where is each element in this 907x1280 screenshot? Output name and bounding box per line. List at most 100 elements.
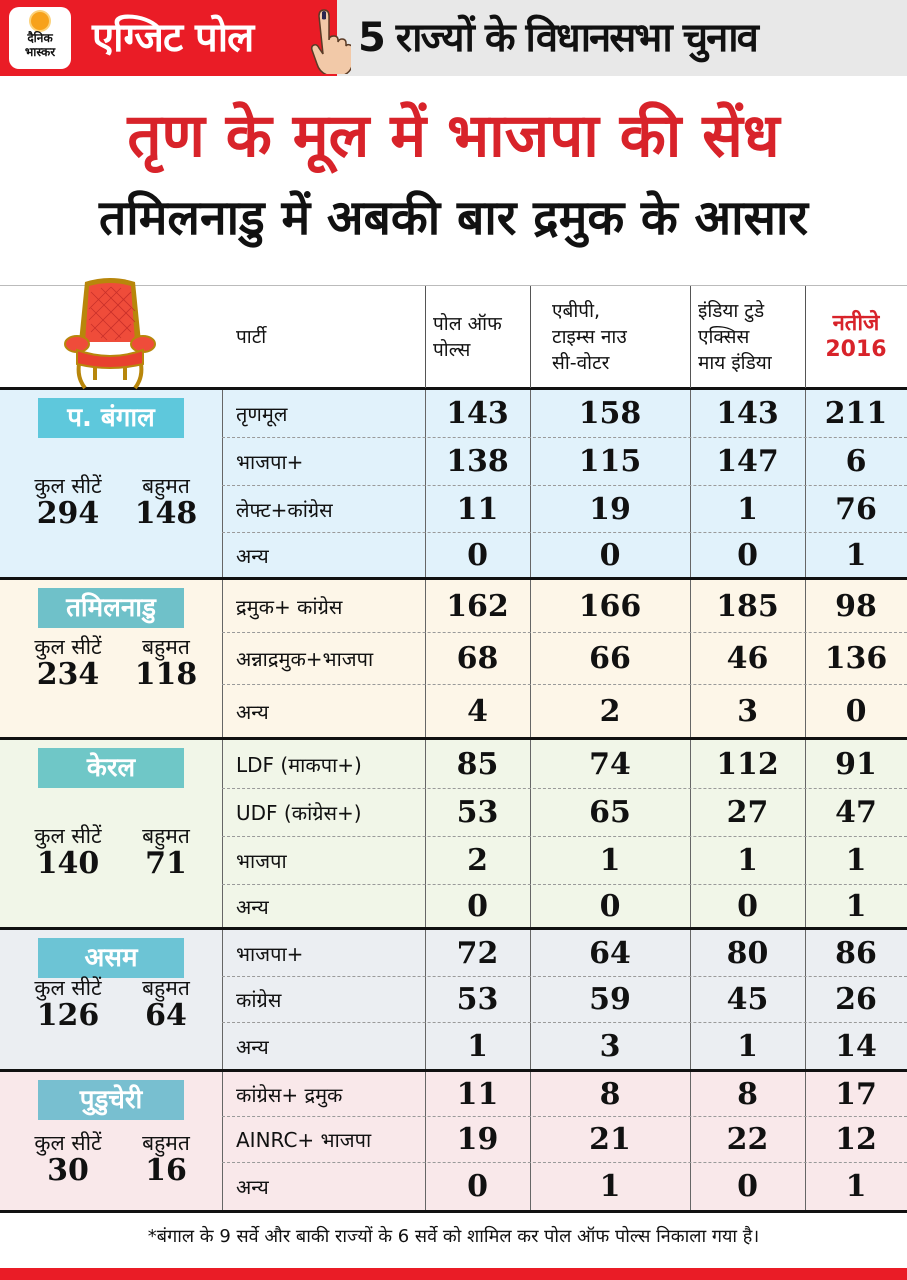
- abp-cvoter-value: 166: [578, 588, 642, 624]
- majority-stat: बहुमत 148: [128, 474, 204, 530]
- column-divider: [222, 1072, 223, 1210]
- majority-stat: बहुमत 64: [128, 976, 204, 1032]
- poll-of-polls-value: 11: [456, 1076, 499, 1112]
- results-2016-value: 91: [835, 746, 877, 782]
- column-divider: [530, 930, 531, 1069]
- majority-label: बहुमत: [142, 824, 190, 848]
- abp-cvoter-value: 1: [599, 1169, 621, 1204]
- column-divider: [222, 740, 223, 927]
- logo-line-2: भास्कर: [24, 45, 56, 59]
- poll-of-polls-value: 0: [467, 1169, 488, 1204]
- poll-of-polls-value: 53: [456, 795, 499, 830]
- party-name: भाजपा: [236, 849, 287, 873]
- majority-stat: बहुमत 118: [128, 635, 204, 691]
- bottom-bar: [0, 1268, 907, 1280]
- party-name: अन्य: [236, 699, 269, 724]
- header-text: इंडिया टुडे: [698, 300, 765, 322]
- poll-of-polls-value: 68: [456, 641, 499, 676]
- poll-of-polls-value: 19: [456, 1122, 499, 1157]
- abp-cvoter-value: 0: [599, 888, 621, 924]
- column-divider: [425, 740, 426, 927]
- abp-cvoter-value: 59: [589, 982, 631, 1017]
- majority-label: बहुमत: [142, 1131, 190, 1155]
- india-today-value: 27: [726, 795, 769, 830]
- abp-cvoter-value: 66: [589, 641, 631, 676]
- table-row: अन्य 0 1 0 1: [222, 1162, 907, 1210]
- india-today-value: 1: [737, 491, 758, 527]
- table-row: अन्य 1 3 1 14: [222, 1022, 907, 1069]
- party-name: द्रमुक+ कांग्रेस: [236, 594, 343, 619]
- total-seats-label: कुल सीटें: [34, 824, 102, 848]
- state-section: तमिलनाडु कुल सीटें 234 बहुमत 118 द्रमुक+ कांग…: [0, 580, 907, 740]
- column-divider: [530, 740, 531, 927]
- state-section: पुडुचेरी कुल सीटें 30 बहुमत 16 कांग्रेस+ द्रम…: [0, 1072, 907, 1213]
- total-seats-value: 140: [36, 846, 100, 881]
- total-seats-stat: कुल सीटें 234: [18, 635, 118, 691]
- column-divider: [690, 740, 691, 927]
- party-name: कांग्रेस+ द्रमुक: [236, 1082, 343, 1107]
- column-divider: [222, 930, 223, 1069]
- header-text: नतीजे: [832, 311, 880, 336]
- state-name-badge: तमिलनाडु: [38, 588, 184, 628]
- total-seats-value: 126: [36, 998, 100, 1033]
- party-name: भाजपा+: [236, 941, 304, 966]
- column-divider: [530, 580, 531, 737]
- column-divider: [805, 580, 806, 737]
- column-divider: [530, 1072, 531, 1210]
- abp-cvoter-value: 2: [599, 693, 621, 729]
- india-today-value: 185: [716, 588, 779, 624]
- india-today-value: 3: [737, 693, 758, 729]
- column-divider: [425, 286, 426, 388]
- results-2016-value: 76: [835, 491, 877, 527]
- header-text: 2016: [825, 337, 887, 362]
- state-section: केरल कुल सीटें 140 बहुमत 71 LDF (माकपा+) 85 74 1…: [0, 740, 907, 930]
- column-divider: [690, 286, 691, 388]
- results-2016-value: 98: [835, 588, 877, 624]
- abp-cvoter-value: 74: [589, 746, 631, 782]
- throne-chair-icon: [64, 278, 156, 390]
- column-divider: [425, 580, 426, 737]
- header-text: माय इंडिया: [698, 352, 772, 374]
- results-2016-value: 6: [845, 444, 867, 479]
- table-row: अन्नाद्रमुक+भाजपा 68 66 46 136: [222, 632, 907, 684]
- majority-value: 118: [134, 657, 198, 692]
- poll-of-polls-value: 11: [456, 491, 499, 527]
- poll-of-polls-value: 143: [446, 396, 509, 431]
- party-name: LDF (माकपा+): [236, 752, 362, 777]
- party-name: अन्य: [236, 1034, 269, 1059]
- total-seats-value: 30: [47, 1153, 89, 1188]
- header-party: पार्टी: [236, 326, 267, 348]
- abp-cvoter-value: 0: [599, 537, 621, 573]
- table-row: भाजपा+ 72 64 80 86: [222, 930, 907, 976]
- column-divider: [805, 286, 806, 388]
- poll-of-polls-value: 138: [446, 444, 509, 479]
- column-divider: [425, 1072, 426, 1210]
- state-name-badge: केरल: [38, 748, 184, 788]
- party-name: UDF (कांग्रेस+): [236, 801, 362, 825]
- top-banner: दैनिक भास्कर एग्जिट पोल 5 राज्यों के विध…: [0, 0, 907, 76]
- poll-of-polls-value: 4: [467, 693, 488, 729]
- column-divider: [805, 930, 806, 1069]
- table-row: LDF (माकपा+) 85 74 112 91: [222, 740, 907, 788]
- column-divider: [805, 390, 806, 577]
- party-name: लेफ्ट+कांग्रेस: [236, 497, 333, 522]
- abp-cvoter-value: 65: [589, 795, 631, 830]
- column-divider: [690, 580, 691, 737]
- poll-of-polls-value: 0: [467, 888, 488, 924]
- india-today-value: 112: [716, 746, 779, 782]
- header-text: टाइम्स नाउ: [552, 326, 627, 348]
- abp-cvoter-value: 3: [599, 1028, 621, 1064]
- headline: तृण के मूल में भाजपा की सेंध: [127, 101, 780, 171]
- poll-of-polls-value: 2: [467, 843, 488, 878]
- majority-value: 64: [145, 998, 187, 1033]
- total-seats-value: 294: [36, 496, 100, 531]
- results-2016-value: 14: [835, 1028, 877, 1064]
- table-row: अन्य 0 0 0 1: [222, 532, 907, 577]
- results-2016-value: 47: [835, 795, 877, 830]
- table-row: भाजपा 2 1 1 1: [222, 836, 907, 884]
- abp-cvoter-value: 19: [589, 491, 631, 527]
- header-text: पोल्स: [433, 339, 471, 361]
- majority-value: 148: [134, 496, 198, 531]
- state-section: प. बंगाल कुल सीटें 294 बहुमत 148 तृणमूल 143 158…: [0, 390, 907, 580]
- table-row: भाजपा+ 138 115 147 6: [222, 437, 907, 485]
